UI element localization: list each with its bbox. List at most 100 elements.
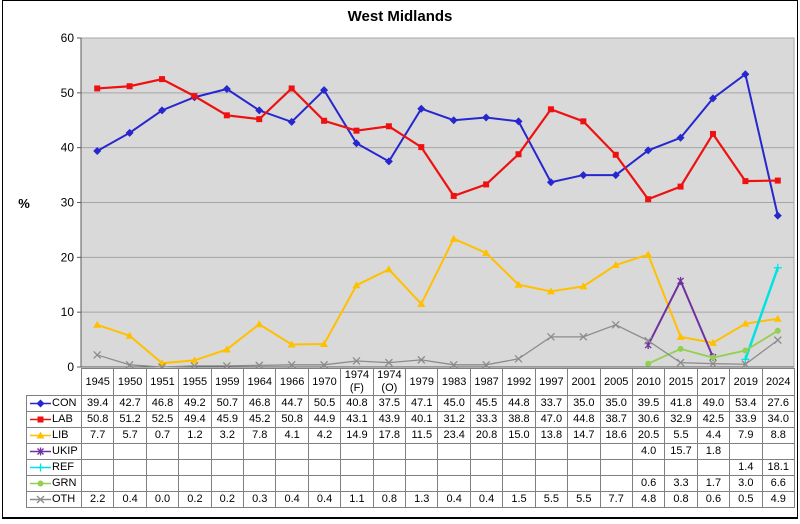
table-row: UKIP 4.0 15.7 1.8 xyxy=(26,443,796,460)
value-cell xyxy=(502,459,536,476)
value-cell: 0.8 xyxy=(664,491,698,508)
value-cell: 0.4 xyxy=(469,491,504,508)
year-header-cell: 1950 xyxy=(113,368,147,396)
svg-text:50: 50 xyxy=(61,86,75,100)
value-cell: 31.2 xyxy=(437,411,471,428)
legend-marker-icon xyxy=(30,399,51,408)
value-cell: 23.4 xyxy=(437,427,471,444)
value-cell xyxy=(275,443,309,460)
value-cell: 14.7 xyxy=(567,427,601,444)
value-cell: 0.0 xyxy=(145,491,180,508)
value-cell xyxy=(437,459,471,476)
value-cell: 42.7 xyxy=(113,395,147,412)
value-cell: 3.2 xyxy=(210,427,245,444)
value-cell: 50.8 xyxy=(275,411,309,428)
value-cell xyxy=(80,443,115,460)
value-cell: 1.3 xyxy=(405,491,439,508)
value-cell xyxy=(567,459,601,476)
series-name: CON xyxy=(52,397,77,409)
value-cell xyxy=(210,459,245,476)
value-cell: 34.0 xyxy=(761,411,796,428)
value-cell: 40.8 xyxy=(340,395,374,412)
value-cell xyxy=(405,459,439,476)
table-row: LAB 50.8 51.2 52.5 49.4 45.9 45.2 50.8 44.9 43.1 4… xyxy=(26,411,796,428)
value-cell: 4.2 xyxy=(307,427,342,444)
y-axis-label: % xyxy=(18,196,30,211)
value-cell: 5.5 xyxy=(534,491,569,508)
value-cell xyxy=(243,443,277,460)
value-cell: 15.7 xyxy=(664,443,698,460)
year-header-cell: 1955 xyxy=(178,368,212,396)
value-cell: 33.3 xyxy=(469,411,504,428)
value-cell: 41.8 xyxy=(664,395,698,412)
value-cell: 44.7 xyxy=(275,395,309,412)
series-name: REF xyxy=(52,461,74,473)
value-cell: 33.7 xyxy=(534,395,569,412)
value-cell: 45.0 xyxy=(437,395,471,412)
svg-text:10: 10 xyxy=(61,305,75,319)
value-cell: 47.1 xyxy=(405,395,439,412)
value-cell: 50.5 xyxy=(307,395,342,412)
value-cell: 1.4 xyxy=(729,459,763,476)
year-header-cell: 1992 xyxy=(502,368,536,396)
value-cell xyxy=(145,459,180,476)
value-cell: 0.5 xyxy=(729,491,763,508)
value-cell: 1.5 xyxy=(502,491,536,508)
value-cell xyxy=(80,475,115,492)
series-legend-cell: GRN xyxy=(26,475,82,492)
value-cell xyxy=(599,475,633,492)
value-cell: 17.8 xyxy=(372,427,407,444)
legend-marker-icon xyxy=(30,447,51,456)
series-legend-cell: REF xyxy=(26,459,82,476)
value-cell: 0.6 xyxy=(696,491,731,508)
legend-marker-icon xyxy=(30,463,51,472)
year-header-cell: 2017 xyxy=(696,368,731,396)
series-name: LIB xyxy=(52,429,69,441)
value-cell xyxy=(275,475,309,492)
series-OTH xyxy=(93,320,782,371)
value-cell xyxy=(534,475,569,492)
value-cell xyxy=(372,443,407,460)
value-cell: 13.8 xyxy=(534,427,569,444)
value-cell: 11.5 xyxy=(405,427,439,444)
value-cell: 50.8 xyxy=(80,411,115,428)
value-cell xyxy=(113,459,147,476)
svg-text:30: 30 xyxy=(61,196,75,210)
value-cell: 37.5 xyxy=(372,395,407,412)
value-cell: 0.2 xyxy=(178,491,212,508)
value-cell: 44.8 xyxy=(502,395,536,412)
value-cell xyxy=(534,459,569,476)
year-header-cell: 2024 xyxy=(761,368,796,396)
value-cell: 2.2 xyxy=(80,491,115,508)
value-cell xyxy=(761,443,796,460)
value-cell: 5.5 xyxy=(567,491,601,508)
series-name: GRN xyxy=(52,477,77,489)
table-row: CON 39.4 42.7 46.8 49.2 50.7 46.8 44.7 50.5 40.8 3… xyxy=(26,395,796,412)
value-cell: 0.8 xyxy=(372,491,407,508)
value-cell xyxy=(405,475,439,492)
value-cell xyxy=(405,443,439,460)
year-header-cell: 1970 xyxy=(307,368,342,396)
value-cell xyxy=(178,475,212,492)
value-cell: 38.8 xyxy=(502,411,536,428)
value-cell: 15.0 xyxy=(502,427,536,444)
value-cell: 0.6 xyxy=(631,475,666,492)
year-header-cell: 2005 xyxy=(599,368,633,396)
value-cell: 52.5 xyxy=(145,411,180,428)
table-row: GRN 0.6 3.3 1.7 3.0 6.6 xyxy=(26,475,796,492)
legend-marker-icon xyxy=(30,495,51,504)
value-cell xyxy=(243,459,277,476)
value-cell: 35.0 xyxy=(599,395,633,412)
value-cell xyxy=(664,459,698,476)
year-header-cell: 1983 xyxy=(437,368,471,396)
value-cell: 38.7 xyxy=(599,411,633,428)
legend-marker-icon xyxy=(30,431,51,439)
value-cell xyxy=(340,475,374,492)
value-cell xyxy=(372,459,407,476)
legend-marker-icon xyxy=(30,416,51,423)
value-cell: 33.9 xyxy=(729,411,763,428)
value-cell: 47.0 xyxy=(534,411,569,428)
legend-marker-icon xyxy=(30,480,51,487)
series-CON xyxy=(93,70,782,220)
